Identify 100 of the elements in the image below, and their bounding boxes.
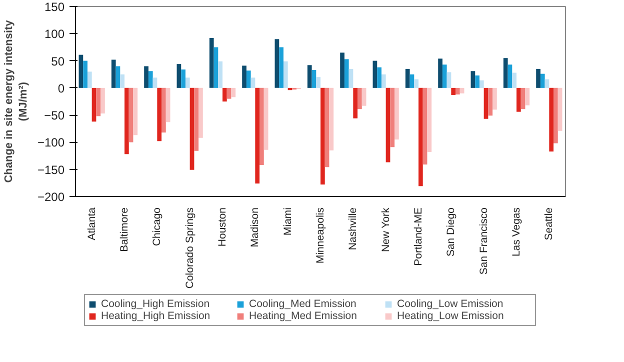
y-tick-label: −100: [37, 136, 65, 150]
bar: [226, 88, 232, 99]
bar: [190, 88, 194, 170]
bar: [460, 88, 464, 94]
bar: [162, 88, 166, 132]
x-tick-label: Minneapolis: [314, 207, 326, 264]
bar: [484, 88, 488, 119]
bar: [405, 68, 410, 88]
y-tick-label: 150: [44, 0, 65, 14]
bar: [312, 70, 316, 88]
bar: [144, 66, 148, 88]
y-tick-label: −200: [37, 190, 65, 204]
bar: [479, 80, 484, 88]
bar: [508, 64, 512, 88]
bar: [78, 54, 84, 88]
bar: [422, 88, 428, 164]
bar: [185, 78, 190, 88]
bar: [181, 69, 186, 88]
bar: [456, 88, 460, 94]
bar: [554, 88, 558, 144]
bar: [96, 88, 101, 116]
x-tick-label: San Diego: [445, 207, 458, 257]
bar: [246, 70, 251, 88]
bar: [194, 88, 199, 151]
bar: [390, 88, 395, 148]
bar: [320, 88, 325, 185]
bar: [264, 88, 268, 150]
bar: [442, 64, 447, 88]
bar: [475, 75, 480, 88]
y-tick-label: 50: [51, 54, 65, 68]
bar: [503, 58, 508, 88]
bar: [381, 74, 386, 88]
x-tick-label: Las Vegas: [510, 207, 522, 257]
x-tick-label: New York: [380, 206, 392, 252]
bar: [166, 88, 170, 122]
y-axis-title: Change in site energy intensity (MJ/m²): [3, 19, 30, 183]
bar: [386, 88, 390, 162]
bar: [116, 66, 120, 88]
bar: [260, 88, 264, 166]
bar: [525, 88, 530, 106]
bar: [410, 74, 414, 88]
bar: [133, 88, 138, 136]
x-tick-label: Atlanta: [86, 207, 98, 240]
bar: [512, 72, 516, 88]
bar: [124, 88, 129, 154]
bar: [358, 88, 362, 110]
bar: [242, 66, 246, 88]
bar: [111, 60, 116, 88]
bar: [324, 88, 330, 168]
legend-label: Heating_Med Emission: [249, 310, 358, 322]
bar: [83, 60, 88, 88]
bar: [362, 88, 366, 106]
y-tick-label: 0: [58, 81, 65, 96]
bar: [418, 88, 423, 186]
bar: [120, 74, 124, 88]
bar: [152, 78, 158, 88]
y-tick-label: 100: [44, 27, 65, 42]
bar: [316, 77, 320, 88]
bar: [446, 72, 452, 88]
bar: [492, 88, 497, 110]
bar: [222, 88, 227, 102]
legend-label: Cooling_High Emission: [101, 298, 211, 310]
bar: [255, 88, 260, 184]
bar: [549, 88, 554, 152]
bar: [198, 88, 203, 138]
bar: [348, 68, 354, 88]
x-tick-label: Colorado Springs: [184, 207, 196, 289]
legend-label: Heating_High Emission: [101, 310, 212, 322]
x-tick-label: Baltimore: [118, 207, 130, 252]
bar: [377, 67, 382, 88]
bar: [87, 72, 92, 88]
bar: [231, 88, 236, 98]
bar: [427, 88, 432, 152]
bar: [516, 88, 521, 112]
bar: [558, 88, 562, 131]
bar: [209, 38, 214, 88]
x-tick-label: Chicago: [151, 207, 164, 246]
bar: [488, 88, 493, 116]
bar: [250, 78, 256, 88]
x-tick-label: Nashville: [347, 207, 360, 250]
bar: [470, 71, 476, 88]
x-tick-label: San Francisco: [478, 207, 490, 275]
x-tick-label: Miami: [282, 208, 294, 236]
bar: [157, 88, 162, 142]
bar: [372, 60, 378, 88]
bar: [176, 64, 182, 88]
bar: [92, 88, 96, 122]
x-tick-label: Houston: [216, 207, 228, 247]
bar: [329, 88, 334, 150]
bar: [307, 65, 312, 88]
bar: [279, 47, 284, 88]
bar: [128, 88, 134, 142]
y-tick-label: −150: [37, 162, 65, 177]
bar: [148, 71, 153, 88]
bar: [344, 59, 349, 88]
bar: [451, 88, 456, 95]
bar: [536, 68, 540, 88]
bar: [214, 47, 218, 88]
bar: [283, 61, 288, 88]
bar: [414, 79, 418, 88]
